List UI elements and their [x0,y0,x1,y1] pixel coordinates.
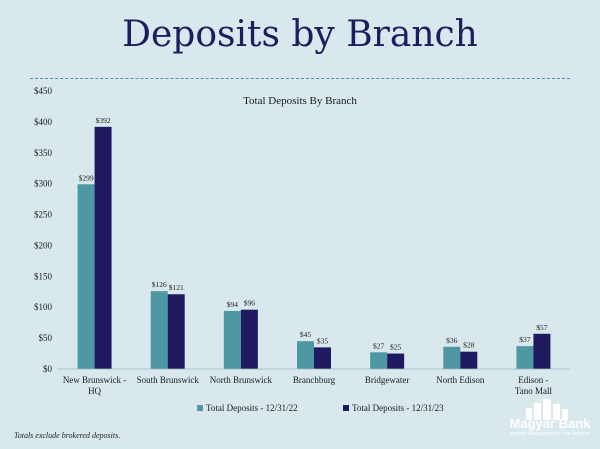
y-tick-label: $250 [34,210,53,220]
x-tick-label: Bridgewater [365,375,409,385]
bar [223,310,241,369]
y-tick-label: $0 [43,364,53,374]
bar-value-label: $94 [227,300,239,309]
bar-value-label: $37 [519,335,531,344]
y-tick-label: $350 [34,148,53,158]
legend-label: Total Deposits - 12/31/22 [206,403,298,413]
bar [460,351,478,369]
legend-swatch [343,405,349,411]
x-tick-label: North Edison [436,375,485,385]
y-tick-label: $150 [34,271,53,281]
x-tick-label: New Brunswick -HQ [63,375,127,396]
bar-value-label: $45 [300,330,312,339]
slide-title: Deposits by Branch [122,14,478,55]
y-axis: $0 $50 $100 $150 $200 $250 $300 $350 $400 $450 [34,86,53,374]
bar-value-label: $57 [536,323,548,332]
y-tick-label: $100 [34,302,53,312]
chart-title: Total Deposits By Branch [243,95,357,107]
bar [516,346,534,369]
bar-value-label: $392 [96,116,111,125]
bar [77,184,95,369]
y-tick-label: $50 [39,333,53,343]
x-tick-label: South Brunswick [137,375,200,385]
y-tick-label: $300 [34,179,53,189]
legend-swatch [197,405,203,411]
bar-value-label: $35 [317,336,329,345]
bar-value-label: $28 [463,341,475,350]
skyline-icon [526,399,568,420]
logo-tagline: proudly Magyarized by Joe Schinas [510,431,590,437]
x-tick-label: North Brunswick [210,375,273,385]
bar [167,294,185,369]
x-axis: New Brunswick -HQ South Brunswick North Br… [58,368,570,396]
bar-value-label: $96 [244,299,256,308]
title-divider [30,78,570,79]
bar [370,352,388,369]
bar-value-label: $27 [373,341,385,350]
x-tick-label: Branchburg [293,375,336,385]
x-tick-label: Edison -Tano Mall [515,375,553,396]
chart-legend: Total Deposits - 12/31/22 Total Deposits … [197,403,444,413]
magyar-bank-logo: Magyar Bank proudly Magyarized by Joe Sc… [505,398,595,446]
bar [94,126,112,369]
bar-value-label: $126 [152,280,167,289]
bar-value-label: $25 [390,343,402,352]
bar [387,353,405,369]
bar [314,347,331,369]
legend-label: Total Deposits - 12/31/23 [352,403,444,413]
bar [533,333,551,369]
footnote: Totals exclude brokered deposits. [14,431,121,440]
y-tick-label: $400 [34,117,53,127]
bar [297,341,314,369]
bar [150,291,168,369]
y-tick-label: $450 [34,86,53,96]
bar [443,346,461,369]
bars: $299 $392 $126 $121 $94 $96 $45 $35 $27 $25 $36 $28… [77,116,551,369]
y-tick-label: $200 [34,240,53,250]
bar-value-label: $299 [79,173,94,182]
bar-value-label: $36 [446,336,458,345]
bar-value-label: $121 [169,283,184,292]
bar [240,309,258,369]
